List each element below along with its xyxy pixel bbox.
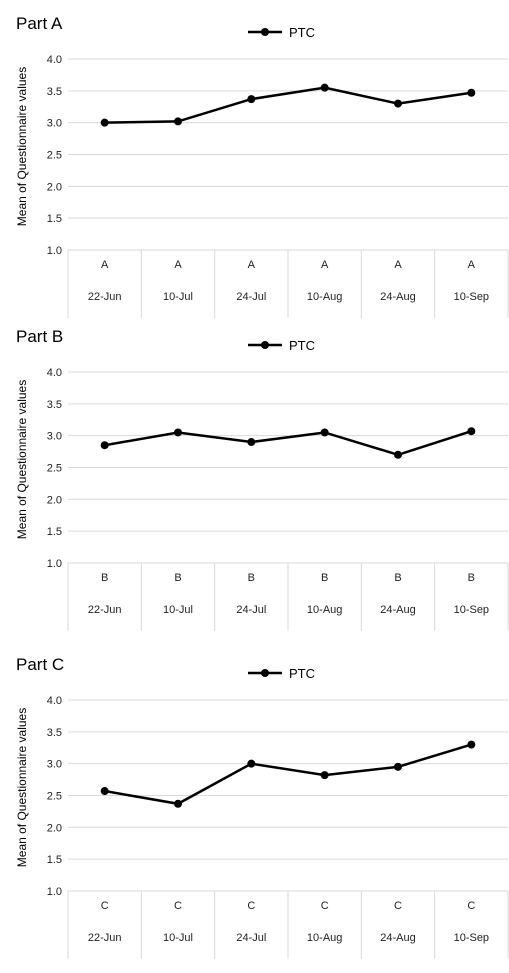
series-line — [104, 430, 472, 457]
y-tick-label: 3.5 — [47, 86, 62, 98]
y-tick-label: 1.0 — [47, 245, 62, 257]
chart-c: 1.0 1.5 2.0 2.5 3.0 3.5 4.0 C 22-Jun C 10-Jul C 24-J… — [15, 666, 509, 959]
y-tick-label: 2.5 — [47, 791, 62, 803]
y-tick-label: 2.0 — [47, 181, 62, 193]
y-tick-label: 2.0 — [47, 494, 62, 506]
data-point — [467, 740, 476, 749]
data-point — [174, 428, 182, 437]
y-tick-label: 4.0 — [47, 54, 62, 66]
y-axis-label: Mean of Questionnaire values — [15, 67, 29, 226]
data-point — [320, 428, 329, 437]
x-group-label: B — [101, 572, 108, 584]
data-point — [320, 771, 329, 780]
data-point — [394, 99, 402, 108]
data-point — [174, 799, 182, 808]
data-point — [100, 787, 109, 796]
x-tick-label: 24-Jul — [236, 604, 266, 616]
data-point — [247, 95, 256, 104]
x-tick-label: 10-Jul — [163, 291, 193, 303]
y-tick-label: 2.0 — [47, 822, 62, 834]
y-tick-label: 1.5 — [47, 213, 62, 225]
data-point — [394, 762, 402, 771]
chart-panel-c: Part C 1.0 1.5 2.0 2.5 3.0 3.5 4.0 C 22-Jun C 10-J… — [0, 655, 509, 973]
legend-label: PTC — [289, 666, 315, 681]
x-group-label: C — [321, 900, 329, 912]
legend-marker-icon — [261, 669, 269, 677]
x-group-label: A — [321, 259, 329, 271]
x-tick-label: 24-Aug — [380, 932, 415, 944]
chart-title: Part A — [16, 14, 63, 33]
x-tick-label: 22-Jun — [88, 604, 122, 616]
data-point — [320, 83, 329, 92]
x-group-label: C — [394, 900, 402, 912]
x-tick-label: 10-Aug — [307, 932, 342, 944]
series-line — [104, 86, 472, 124]
x-group-label: B — [248, 572, 255, 584]
y-tick-label: 3.0 — [47, 118, 62, 130]
y-tick-label: 3.0 — [47, 431, 62, 443]
y-tick-label: 2.5 — [47, 463, 62, 475]
x-tick-label: 24-Aug — [380, 291, 415, 303]
chart-b: 1.0 1.5 2.0 2.5 3.0 3.5 4.0 B 22-Jun B 10-Jul B 24-J… — [15, 338, 509, 631]
data-point — [394, 450, 402, 459]
x-tick-label: 24-Jul — [236, 291, 266, 303]
x-tick-label: 10-Sep — [454, 291, 489, 303]
x-group-label: A — [394, 259, 402, 271]
data-point — [100, 441, 109, 450]
chart-panel-a: Part A 1.0 1.5 2.0 2.5 3.0 3.5 4.0 A 22-Jun A 10-J… — [0, 14, 509, 332]
x-group-label: A — [468, 259, 476, 271]
chart-title: Part C — [16, 655, 65, 674]
y-tick-label: 1.5 — [47, 854, 62, 866]
legend-label: PTC — [289, 25, 315, 40]
x-group-label: A — [248, 259, 256, 271]
chart-a: 1.0 1.5 2.0 2.5 3.0 3.5 4.0 A 22-Jun A 10-Jul A 24-J… — [15, 25, 509, 318]
x-tick-label: 22-Jun — [88, 932, 122, 944]
y-tick-label: 4.0 — [47, 695, 62, 707]
data-point — [174, 117, 182, 126]
x-tick-label: 24-Aug — [380, 604, 415, 616]
x-group-label: C — [247, 900, 255, 912]
data-point — [247, 438, 256, 447]
x-tick-label: 10-Jul — [163, 604, 193, 616]
x-group-label: A — [101, 259, 109, 271]
y-tick-label: 2.5 — [47, 150, 62, 162]
legend-marker-icon — [261, 341, 269, 349]
x-tick-label: 10-Aug — [307, 291, 342, 303]
y-tick-label: 4.0 — [47, 367, 62, 379]
chart-panel-b: Part B 1.0 1.5 2.0 2.5 3.0 3.5 4.0 B 22-Jun B 10-J… — [0, 327, 509, 645]
y-tick-label: 1.0 — [47, 886, 62, 898]
x-group-label: C — [174, 900, 182, 912]
y-tick-label: 1.5 — [47, 526, 62, 538]
data-point — [100, 118, 109, 127]
x-group-label: B — [321, 572, 328, 584]
y-axis-label: Mean of Questionnaire values — [15, 380, 29, 539]
x-tick-label: 22-Jun — [88, 291, 122, 303]
x-group-label: B — [468, 572, 475, 584]
data-point — [467, 88, 476, 97]
x-group-label: B — [174, 572, 181, 584]
legend-marker-icon — [261, 28, 269, 36]
x-tick-label: 10-Aug — [307, 604, 342, 616]
x-group-label: C — [101, 900, 109, 912]
y-tick-label: 3.0 — [47, 759, 62, 771]
x-tick-label: 10-Jul — [163, 932, 193, 944]
y-axis-label: Mean of Questionnaire values — [15, 708, 29, 867]
y-tick-label: 3.5 — [47, 399, 62, 411]
series-line — [104, 743, 472, 806]
x-group-label: B — [394, 572, 401, 584]
y-tick-label: 1.0 — [47, 558, 62, 570]
x-group-label: A — [174, 259, 182, 271]
chart-title: Part B — [16, 327, 64, 346]
y-tick-label: 3.5 — [47, 727, 62, 739]
x-group-label: C — [467, 900, 475, 912]
data-point — [247, 759, 256, 768]
x-tick-label: 10-Sep — [454, 604, 489, 616]
data-point — [467, 427, 476, 436]
x-tick-label: 24-Jul — [236, 932, 266, 944]
legend-label: PTC — [289, 338, 315, 353]
x-tick-label: 10-Sep — [454, 932, 489, 944]
